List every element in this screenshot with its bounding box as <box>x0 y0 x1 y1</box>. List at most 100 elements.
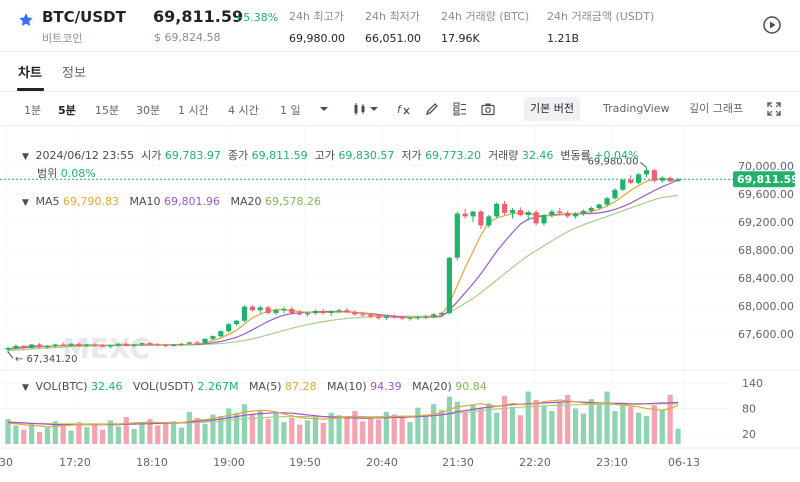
candle-body <box>92 344 98 346</box>
fullscreen-icon[interactable] <box>766 101 782 117</box>
candle-body <box>407 317 413 319</box>
candle-body <box>320 310 326 313</box>
price-tick-label: 68,000.00 <box>738 300 794 313</box>
collapse-caret-icon[interactable]: ▼ <box>22 383 29 393</box>
ma-legend: ▼ MA5 69,790.83 MA10 69,801.96 MA20 69,5… <box>22 195 321 208</box>
draw-pencil-icon[interactable] <box>424 101 440 117</box>
price-tick-label: 70,000.00 <box>738 160 794 173</box>
chevron-down-icon[interactable] <box>316 101 332 117</box>
volume-bar <box>423 414 429 444</box>
volume-bar <box>675 428 681 444</box>
volume-bar <box>565 394 571 444</box>
volume-bar <box>628 406 634 444</box>
time-tick-label: 17:20 <box>59 456 91 469</box>
candle-body <box>525 212 531 215</box>
candle-body <box>273 310 279 313</box>
tab-info[interactable]: 정보 <box>62 66 86 81</box>
candle-body <box>470 211 476 217</box>
view-tradingview-button[interactable]: TradingView <box>603 102 670 115</box>
tab-chart[interactable]: 차트 <box>18 66 42 81</box>
volume-tick-label: 20 <box>742 428 756 441</box>
ma20-label: MA20 <box>230 195 262 208</box>
candle-body <box>60 344 66 346</box>
candle-body <box>533 212 539 224</box>
timeframe-4h[interactable]: 4 시간 <box>228 104 259 117</box>
price-tick-label: 69,200.00 <box>738 216 794 229</box>
timeframe-1d[interactable]: 1 일 <box>280 104 301 117</box>
active-tab-indicator <box>17 88 44 91</box>
volume-bar <box>194 417 200 444</box>
candle-body <box>163 345 169 347</box>
volume-bar <box>155 425 161 444</box>
candle-body <box>494 203 500 217</box>
volume-bar <box>226 408 232 444</box>
timeframe-1h[interactable]: 1 시간 <box>178 104 209 117</box>
volume-bar <box>525 391 531 444</box>
indicator-fx-icon[interactable]: f <box>396 101 412 117</box>
candle-body <box>486 216 492 226</box>
candle-body <box>265 307 271 313</box>
low-label: 저가 <box>401 149 422 162</box>
candle-body <box>5 348 11 350</box>
time-tick-label: 20:40 <box>366 456 398 469</box>
candlestick-chart[interactable]: MEXC 70,000.00 69,600.00 69,200.00 68,800.0… <box>0 126 800 478</box>
view-depth-button[interactable]: 깊이 그래프 <box>689 102 744 115</box>
timeframe-5m[interactable]: 5분 <box>58 104 76 117</box>
timeframe-1m[interactable]: 1분 <box>24 104 42 117</box>
candle-body <box>36 344 43 348</box>
timeframe-30m[interactable]: 30분 <box>136 104 161 117</box>
volume-bar <box>99 429 106 444</box>
high-marker-label: 69,980.00 <box>588 156 639 167</box>
chevron-down-icon[interactable] <box>366 101 382 117</box>
ma10-label: MA10 <box>129 195 161 208</box>
candle-body <box>454 213 460 258</box>
layout-settings-icon[interactable] <box>452 101 468 117</box>
watermark-logo: MEXC <box>62 332 150 365</box>
camera-icon[interactable] <box>480 101 496 117</box>
volume-bar <box>29 423 35 444</box>
volume-bar <box>659 409 665 444</box>
play-circle-icon[interactable] <box>762 15 782 35</box>
candle-body <box>675 179 681 182</box>
volume-bar <box>21 429 27 444</box>
vol-ma20-label: MA(20) <box>412 380 452 393</box>
candle-body <box>612 189 618 199</box>
low-marker-line <box>7 351 14 359</box>
volume-bars <box>5 391 681 444</box>
vol-btc-label: VOL(BTC) <box>35 380 88 393</box>
favorite-star-icon[interactable] <box>18 12 34 28</box>
candle-body <box>289 308 295 313</box>
collapse-caret-icon[interactable]: ▼ <box>22 198 29 208</box>
close-value: 69,811.59 <box>251 149 308 162</box>
volume-bar <box>549 411 555 444</box>
candle-type-icon[interactable] <box>352 101 368 117</box>
candle-body <box>572 213 579 217</box>
collapse-caret-icon[interactable]: ▼ <box>22 152 29 162</box>
candle-body <box>178 343 185 345</box>
volume-ma5-line <box>7 399 679 428</box>
timeframe-15m[interactable]: 15분 <box>95 104 120 117</box>
volume-bar <box>257 410 263 444</box>
candle-body <box>170 344 177 346</box>
volume-value: 32.46 <box>521 149 554 162</box>
volume-bar <box>131 428 137 444</box>
candle-body <box>635 174 642 183</box>
volume-bar <box>336 415 342 444</box>
chart-area[interactable]: MEXC 70,000.00 69,600.00 69,200.00 68,800.0… <box>0 126 800 478</box>
view-basic-button[interactable]: 기본 버전 <box>524 97 580 121</box>
volume-label: 거래량 <box>488 149 519 162</box>
volume-bar <box>178 427 185 444</box>
candle-body <box>68 343 74 346</box>
volume-bar <box>533 400 539 444</box>
volume-bar <box>36 431 43 444</box>
market-header: BTC/USDT 비트코인 69,811.59 +5.38% $ 69,824.… <box>0 0 800 52</box>
stat-24h-volume-btc: 24h 거래량 (BTC) 17.96K <box>441 8 529 45</box>
volume-bar <box>367 416 374 444</box>
volume-bar <box>667 394 673 444</box>
volume-bar <box>446 396 453 444</box>
candle-body <box>501 203 508 213</box>
last-price-usd: $ 69,824.58 <box>154 31 221 44</box>
trading-pair[interactable]: BTC/USDT <box>42 8 126 26</box>
volume-bar <box>249 414 255 444</box>
ma10-value: 69,801.96 <box>164 195 220 208</box>
